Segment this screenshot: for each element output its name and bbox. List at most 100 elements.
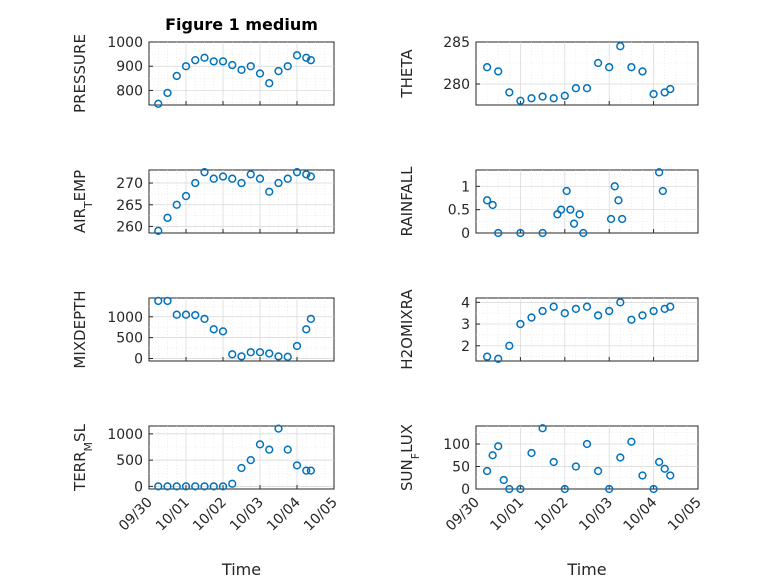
data-point: [582, 84, 592, 93]
y-tick-label: 1000: [107, 427, 143, 443]
data-point: [560, 484, 569, 494]
data-point: [200, 482, 209, 491]
data-point: [218, 327, 228, 336]
data-point: [228, 350, 237, 359]
data-point: [538, 92, 547, 101]
data-point: [516, 484, 525, 494]
data-point: [649, 484, 658, 494]
plot-area: [148, 425, 335, 490]
data-point: [172, 71, 181, 81]
data-point: [666, 84, 675, 94]
data-point: [191, 482, 200, 491]
data-point: [274, 178, 283, 188]
data-point: [209, 174, 218, 183]
y-tick-label: 800: [116, 83, 143, 99]
data-point: [302, 53, 311, 62]
data-point: [614, 196, 623, 205]
data-point: [556, 205, 566, 214]
data-point: [638, 311, 647, 320]
data-point: [246, 348, 255, 357]
data-point: [549, 457, 558, 467]
data-point: [292, 168, 302, 177]
y-axis-label: PRESSURE: [71, 34, 89, 113]
data-point: [292, 51, 302, 60]
data-point: [302, 325, 311, 334]
data-point: [658, 186, 667, 196]
data-point: [246, 455, 255, 465]
data-point: [237, 178, 246, 188]
data-point: [516, 96, 525, 105]
data-point: [593, 58, 603, 68]
data-point: [209, 325, 218, 334]
data-point: [218, 482, 228, 491]
data-point: [181, 310, 191, 319]
data-point: [172, 200, 181, 209]
y-axis-label: TERRMSL: [71, 423, 95, 492]
data-point: [660, 464, 669, 473]
data-point: [549, 302, 558, 311]
y-tick-label: 280: [443, 77, 470, 93]
data-point: [200, 168, 209, 177]
data-point: [154, 226, 163, 235]
data-point: [482, 466, 492, 476]
data-point: [610, 182, 619, 191]
data-point: [237, 352, 246, 361]
data-point: [605, 63, 614, 72]
x-tick-label: 10/01: [487, 495, 527, 535]
y-tick-label: 0: [134, 479, 143, 495]
data-point: [306, 56, 316, 65]
data-point: [538, 306, 547, 316]
data-point: [274, 66, 283, 76]
data-point: [655, 168, 664, 177]
data-point: [538, 228, 547, 238]
data-point: [505, 484, 514, 494]
data-point: [582, 302, 592, 311]
data-point: [606, 214, 616, 224]
y-tick-label: 2: [461, 339, 470, 355]
data-point: [627, 315, 636, 324]
data-point: [616, 42, 625, 51]
data-point: [163, 296, 172, 306]
data-point: [228, 60, 237, 70]
data-point: [154, 99, 163, 108]
y-axis-label: RAINFALL: [398, 166, 416, 237]
data-point: [666, 302, 675, 311]
data-point: [527, 448, 536, 458]
x-tick-label: 10/04: [621, 494, 661, 534]
data-point: [571, 304, 581, 314]
data-point: [265, 349, 274, 358]
data-point: [571, 462, 581, 471]
data-point: [494, 228, 503, 238]
data-point: [560, 91, 569, 100]
y-tick-label: 500: [116, 453, 143, 469]
x-tick-label: 10/04: [264, 494, 304, 534]
data-point: [283, 445, 292, 454]
data-point: [499, 475, 508, 485]
y-tick-label: 1: [461, 179, 470, 195]
data-point: [605, 306, 614, 316]
data-point: [292, 341, 302, 351]
data-point: [218, 57, 228, 66]
data-point: [246, 170, 255, 179]
subplot-h2omixra: 2 3 4 H2OMIXRA: [398, 289, 699, 370]
data-point: [482, 196, 492, 205]
data-point: [605, 484, 614, 494]
subplot-mixdepth: 0 500 1000 MIXDEPTH: [71, 290, 335, 369]
data-point: [200, 314, 209, 324]
data-point: [181, 482, 191, 491]
y-tick-label: 1000: [107, 35, 143, 51]
data-point: [237, 463, 246, 473]
x-tick-label: 10/03: [576, 495, 616, 535]
data-point: [482, 63, 492, 72]
y-axis-label: MIXDEPTH: [71, 290, 89, 368]
data-point: [228, 174, 237, 183]
data-point: [265, 445, 274, 454]
plot-area: [475, 41, 699, 106]
subplot-sun-flux: 0 50 100 09/30 10/01 10/02 10/03 10/04 10/05 SUNF…: [398, 424, 705, 579]
y-axis-label: H2OMIXRA: [398, 289, 416, 370]
x-tick-label: 10/05: [301, 495, 341, 535]
data-point: [154, 482, 163, 491]
data-point: [562, 186, 571, 196]
